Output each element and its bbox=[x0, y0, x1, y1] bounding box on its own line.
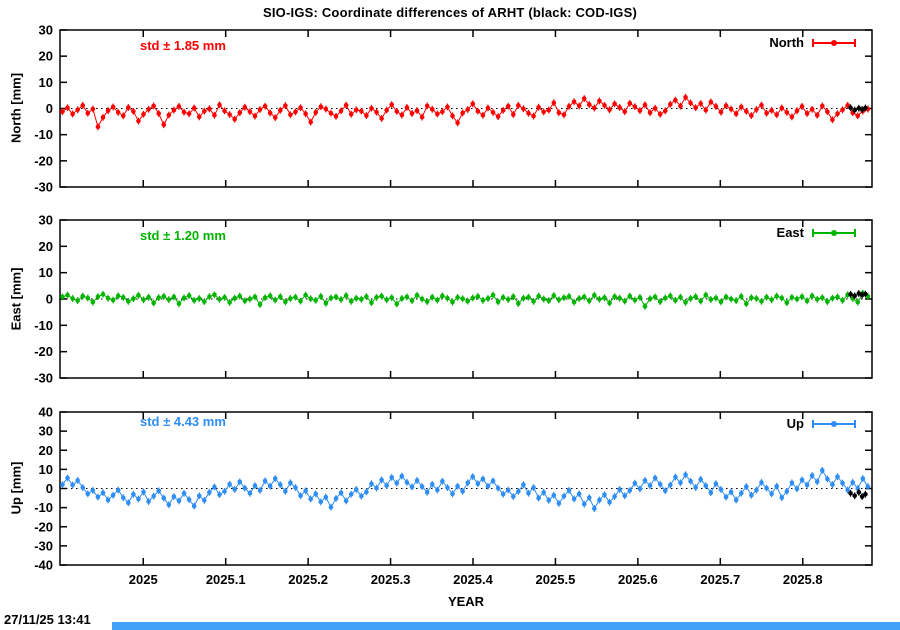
chart-title: SIO-IGS: Coordinate differences of ARHT … bbox=[262, 5, 638, 20]
up-series bbox=[60, 466, 871, 512]
y-tick-label: 10 bbox=[39, 75, 53, 90]
timestamp: 27/11/25 13:41 bbox=[4, 612, 91, 627]
x-tick-label: 2025.6 bbox=[618, 572, 658, 587]
up-legend-symbol bbox=[812, 419, 856, 428]
y-tick-label: -10 bbox=[34, 500, 53, 515]
east-std-label: std ± 1.20 mm bbox=[140, 228, 226, 243]
y-tick-label: 30 bbox=[39, 424, 53, 439]
east-legend-symbol bbox=[812, 228, 856, 237]
up-legend: Up bbox=[787, 416, 857, 431]
y-tick-label: -30 bbox=[34, 371, 53, 386]
y-tick-label: -10 bbox=[34, 127, 53, 142]
x-tick-label: 2025.8 bbox=[783, 572, 823, 587]
y-tick-label: 30 bbox=[39, 213, 53, 228]
y-tick-label: 20 bbox=[39, 239, 53, 254]
y-tick-label: 20 bbox=[39, 443, 53, 458]
east-legend: East bbox=[777, 225, 857, 240]
y-tick-label: -40 bbox=[34, 558, 53, 573]
x-tick-label: 2025.2 bbox=[288, 572, 328, 587]
north-legend: North bbox=[769, 35, 857, 50]
up-series-line bbox=[62, 469, 869, 510]
x-tick-label: 2025 bbox=[129, 572, 158, 587]
north-std-label: std ± 1.85 mm bbox=[140, 38, 226, 53]
x-axis-title: YEAR bbox=[447, 594, 485, 609]
up-std-label: std ± 4.43 mm bbox=[140, 414, 226, 429]
y-tick-label: 40 bbox=[39, 405, 53, 420]
up-cod-series bbox=[848, 488, 868, 500]
y-tick-label: 10 bbox=[39, 265, 53, 280]
x-tick-label: 2025.7 bbox=[700, 572, 740, 587]
x-tick-label: 2025.1 bbox=[206, 572, 246, 587]
north-legend-label: North bbox=[769, 35, 804, 50]
y-tick-label: 0 bbox=[46, 101, 53, 116]
y-tick-label: -30 bbox=[34, 180, 53, 195]
north-legend-symbol bbox=[812, 38, 856, 47]
east-series bbox=[60, 289, 871, 310]
y-tick-label: -20 bbox=[34, 344, 53, 359]
y-tick-label: -10 bbox=[34, 318, 53, 333]
up-panel-axes: 40 30 20 10 0 -10 -20 -30 -40 2025 2025.1 2025.2 202… bbox=[34, 405, 873, 587]
east-series-line bbox=[62, 292, 869, 308]
y-tick-label: -20 bbox=[34, 153, 53, 168]
north-cod-series bbox=[848, 104, 868, 114]
y-tick-label: -30 bbox=[34, 538, 53, 553]
x-tick-label: 2025.5 bbox=[536, 572, 576, 587]
x-tick-label: 2025.4 bbox=[453, 572, 494, 587]
y-tick-label: -20 bbox=[34, 519, 53, 534]
up-axis-label: Up [mm] bbox=[8, 461, 24, 515]
north-axis-label: North [mm] bbox=[8, 72, 24, 144]
y-tick-label: 10 bbox=[39, 462, 53, 477]
x-tick-label: 2025.3 bbox=[371, 572, 411, 587]
east-legend-label: East bbox=[776, 225, 804, 240]
y-tick-label: 30 bbox=[39, 23, 53, 38]
east-cod-series bbox=[848, 290, 868, 300]
north-series bbox=[60, 93, 871, 131]
north-series-line bbox=[62, 96, 869, 129]
east-axis-label: East [mm] bbox=[8, 267, 24, 331]
up-legend-label: Up bbox=[786, 416, 804, 431]
y-tick-label: 0 bbox=[46, 292, 53, 307]
y-tick-label: 20 bbox=[39, 49, 53, 64]
horizontal-scrollbar[interactable] bbox=[112, 622, 900, 630]
y-tick-label: 0 bbox=[46, 481, 53, 496]
